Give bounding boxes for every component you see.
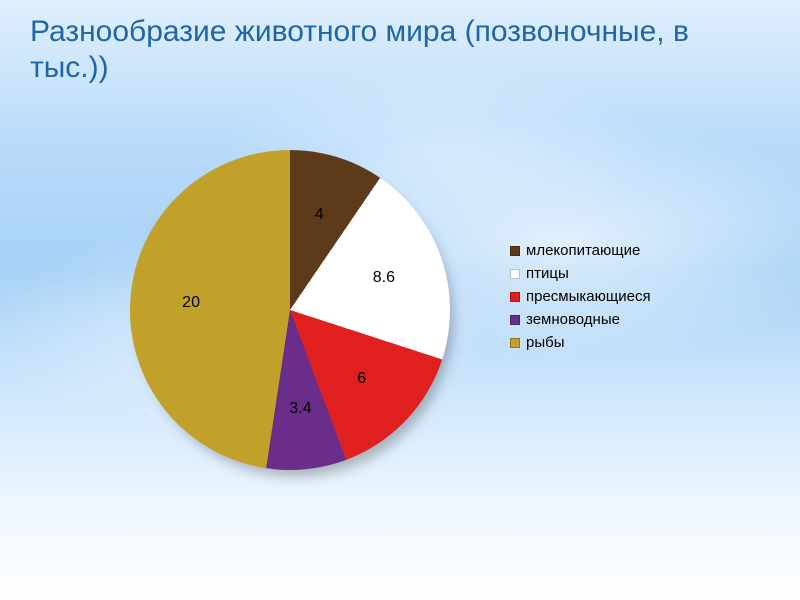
legend-label: млекопитающие [526, 240, 640, 261]
legend-swatch [510, 269, 520, 279]
slice-label: 8.6 [373, 269, 395, 287]
legend-swatch [510, 246, 520, 256]
legend-item: рыбы [510, 332, 651, 353]
slide: Разнообразие животного мира (позвоночные… [0, 0, 800, 600]
legend-label: земноводные [526, 309, 620, 330]
legend-item: птицы [510, 263, 651, 284]
legend-label: рыбы [526, 332, 565, 353]
slide-title: Разнообразие животного мира (позвоночные… [30, 14, 770, 86]
slice-label: 6 [357, 370, 366, 388]
legend-label: птицы [526, 263, 569, 284]
legend-label: пресмыкающиеся [526, 286, 651, 307]
legend-item: млекопитающие [510, 240, 651, 261]
slice-label: 20 [182, 294, 200, 312]
legend-item: пресмыкающиеся [510, 286, 651, 307]
legend-swatch [510, 338, 520, 348]
pie [130, 150, 450, 470]
legend-swatch [510, 292, 520, 302]
slice-label: 4 [315, 206, 324, 224]
pie-chart: 4 8.6 6 3.4 20 [130, 150, 450, 470]
slice-label: 3.4 [289, 400, 311, 418]
legend: млекопитающиептицыпресмыкающиесяземновод… [510, 240, 651, 355]
legend-item: земноводные [510, 309, 651, 330]
legend-swatch [510, 315, 520, 325]
